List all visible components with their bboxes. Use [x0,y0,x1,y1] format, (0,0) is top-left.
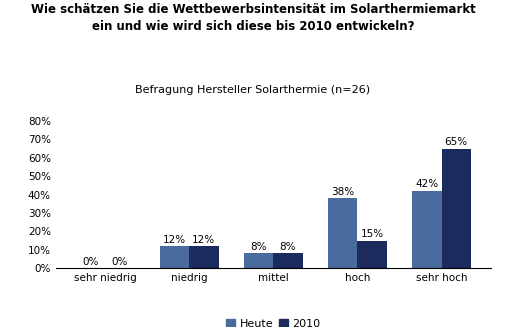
Text: 0%: 0% [111,257,128,267]
Text: 12%: 12% [192,234,215,245]
Bar [441,148,470,268]
Text: 42%: 42% [415,180,437,189]
Text: 15%: 15% [360,229,383,239]
Text: 8%: 8% [279,242,295,252]
Bar [327,198,357,268]
Text: Wie schätzen Sie die Wettbewerbsintensität im Solarthermiemarkt
ein und wie wird: Wie schätzen Sie die Wettbewerbsintensit… [31,3,474,33]
Bar [411,191,441,268]
Text: 0%: 0% [82,257,98,267]
Text: 8%: 8% [250,242,266,252]
Text: Befragung Hersteller Solarthermie (n=26): Befragung Hersteller Solarthermie (n=26) [135,85,370,95]
Bar [273,253,302,268]
Bar [189,246,218,268]
Bar [159,246,189,268]
Text: 38%: 38% [330,187,354,197]
Text: 65%: 65% [444,137,467,147]
Text: 12%: 12% [163,234,185,245]
Bar [357,241,386,268]
Bar [243,253,273,268]
Legend: Heute, 2010: Heute, 2010 [221,315,324,327]
